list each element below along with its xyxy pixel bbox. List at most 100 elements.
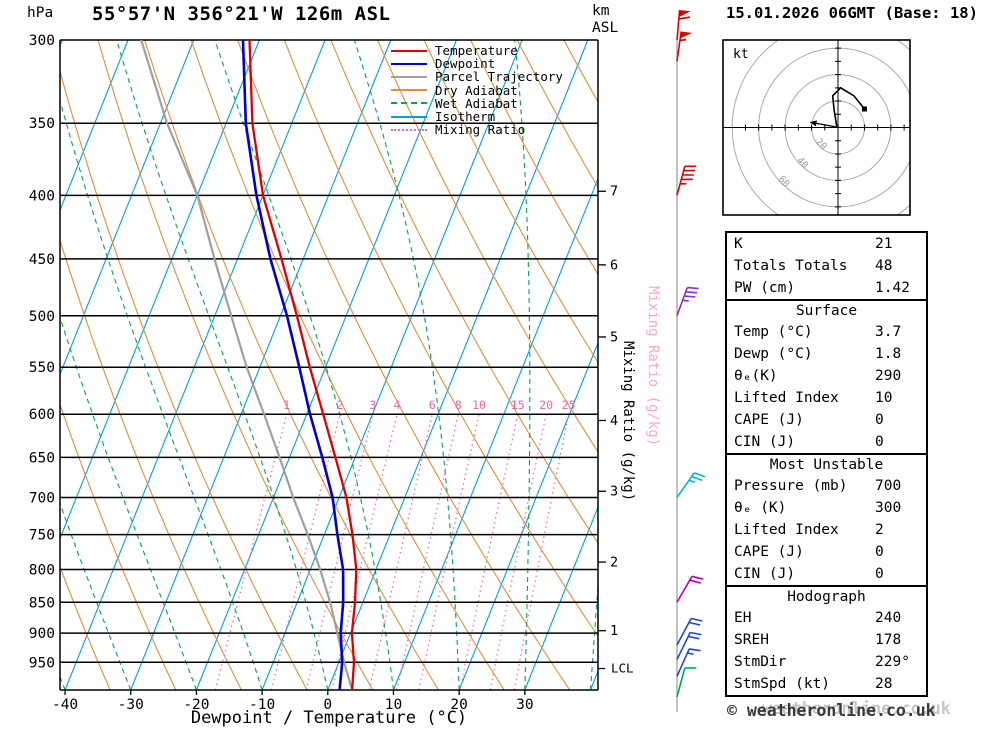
temperature-tick-labels: -40 -30 -20 -10 0 10 20 30 bbox=[52, 690, 534, 713]
svg-text:-40: -40 bbox=[52, 697, 78, 713]
legend-label: Parcel Trajectory bbox=[435, 69, 563, 85]
wind-barb bbox=[676, 31, 693, 62]
stat-value: 178 bbox=[875, 632, 902, 648]
stats-section-header: Most Unstable bbox=[727, 453, 926, 475]
svg-text:700: 700 bbox=[29, 490, 55, 506]
stat-label: Temp (°C) bbox=[734, 324, 813, 340]
mixing-ratio-value-labels: 1 2 3 4 6 8 10 15 20 25 bbox=[283, 398, 575, 412]
stat-label: CAPE (J) bbox=[734, 544, 804, 560]
stats-row: CIN (J) 0 bbox=[727, 563, 926, 585]
stats-section-header: Hodograph bbox=[727, 585, 926, 607]
svg-text:30: 30 bbox=[516, 697, 533, 713]
isotherm-lines bbox=[60, 40, 598, 690]
stats-row: EH 240 bbox=[727, 607, 926, 629]
copyright: © weatheronline.co.uk bbox=[727, 701, 936, 720]
svg-text:2: 2 bbox=[610, 555, 618, 571]
km-label: km bbox=[592, 3, 610, 19]
svg-text:-30: -30 bbox=[118, 697, 144, 713]
stat-label: Totals Totals bbox=[734, 258, 848, 274]
stats-row: CAPE (J) 0 bbox=[727, 409, 926, 431]
svg-text:15: 15 bbox=[511, 398, 525, 412]
legend-item: Wet Adiabat bbox=[391, 95, 563, 111]
stats-row: θₑ(K) 290 bbox=[727, 365, 926, 387]
stat-value: 0 bbox=[875, 566, 884, 582]
indices-table: K 21 Totals Totals 48 PW (cm) 1.42 Surface Temp… bbox=[725, 231, 928, 697]
storm-motion-arrowhead bbox=[810, 120, 817, 127]
hodograph-trace bbox=[831, 86, 866, 127]
temperature-curve bbox=[248, 40, 358, 690]
stats-row: Pressure (mb) 700 bbox=[727, 475, 926, 497]
hodograph-unit-label: kt bbox=[733, 47, 749, 62]
svg-text:-10: -10 bbox=[249, 697, 275, 713]
stat-label: K bbox=[734, 236, 743, 252]
svg-text:4: 4 bbox=[610, 413, 618, 429]
svg-text:850: 850 bbox=[29, 595, 55, 611]
stats-row: SREH 178 bbox=[727, 629, 926, 651]
legend-swatch bbox=[391, 62, 427, 65]
stat-label: CAPE (J) bbox=[734, 412, 804, 428]
legend-label: Wet Adiabat bbox=[435, 95, 518, 111]
stat-label: CIN (J) bbox=[734, 434, 796, 450]
stat-value: 0 bbox=[875, 544, 884, 560]
wind-barb bbox=[676, 286, 699, 317]
legend-swatch bbox=[391, 49, 427, 52]
run-date-title: 15.01.2026 06GMT (Base: 18) bbox=[726, 4, 978, 22]
stat-value: 0 bbox=[875, 412, 884, 428]
stats-row: PW (cm) 1.42 bbox=[727, 277, 926, 299]
stat-label: Dewp (°C) bbox=[734, 346, 813, 362]
lcl-label: LCL bbox=[611, 661, 634, 676]
stat-value: 3.7 bbox=[875, 324, 902, 340]
stats-row: CIN (J) 0 bbox=[727, 431, 926, 453]
legend-swatch bbox=[391, 115, 427, 118]
svg-text:4: 4 bbox=[394, 398, 401, 412]
altitude-axis-unit: km ASL bbox=[592, 3, 618, 37]
legend-item: Mixing Ratio bbox=[391, 122, 563, 138]
wind-barb bbox=[676, 617, 703, 646]
legend-item: Parcel Trajectory bbox=[391, 69, 563, 85]
svg-text:600: 600 bbox=[29, 407, 55, 423]
svg-text:6: 6 bbox=[429, 398, 436, 412]
svg-text:8: 8 bbox=[455, 398, 462, 412]
legend-label: Dewpoint bbox=[435, 56, 496, 72]
svg-text:650: 650 bbox=[29, 450, 55, 466]
temperature-axis-label: Dewpoint / Temperature (°C) bbox=[190, 708, 468, 728]
svg-text:3: 3 bbox=[610, 484, 618, 500]
stats-row: Lifted Index 2 bbox=[727, 519, 926, 541]
stat-label: EH bbox=[734, 610, 752, 626]
wind-barb-column bbox=[676, 10, 706, 712]
legend-item: Isotherm bbox=[391, 109, 563, 124]
wind-barb bbox=[676, 631, 702, 660]
stat-label: SREH bbox=[734, 632, 769, 648]
stat-label: θₑ (K) bbox=[734, 500, 787, 516]
legend-item: Dewpoint bbox=[391, 56, 563, 72]
pressure-axis-unit: hPa bbox=[27, 5, 54, 21]
stat-label: StmDir bbox=[734, 654, 787, 670]
legend-label: Temperature bbox=[435, 43, 518, 59]
svg-text:6: 6 bbox=[610, 257, 618, 273]
stat-value: 2 bbox=[875, 522, 884, 538]
svg-text:800: 800 bbox=[29, 563, 55, 579]
stats-row: Dewp (°C) 1.8 bbox=[727, 343, 926, 365]
legend-item: Temperature bbox=[391, 43, 563, 59]
svg-text:25: 25 bbox=[562, 398, 576, 412]
stat-label: PW (cm) bbox=[734, 280, 796, 296]
svg-text:550: 550 bbox=[29, 360, 55, 376]
svg-text:7: 7 bbox=[610, 184, 618, 200]
stat-label: θₑ(K) bbox=[734, 368, 778, 384]
stat-value: 21 bbox=[875, 236, 893, 252]
legend-label: Mixing Ratio bbox=[435, 122, 526, 138]
svg-text:1: 1 bbox=[283, 398, 290, 412]
svg-text:750: 750 bbox=[29, 528, 55, 544]
svg-text:-20: -20 bbox=[183, 697, 209, 713]
stat-label: Lifted Index bbox=[734, 390, 839, 406]
svg-text:350: 350 bbox=[29, 116, 55, 132]
dewpoint-curve bbox=[241, 40, 345, 690]
svg-text:20: 20 bbox=[539, 398, 553, 412]
stat-label: CIN (J) bbox=[734, 566, 796, 582]
asl-label: ASL bbox=[592, 20, 619, 36]
stats-row: StmDir 229° bbox=[727, 651, 926, 673]
stat-value: 28 bbox=[875, 676, 893, 692]
